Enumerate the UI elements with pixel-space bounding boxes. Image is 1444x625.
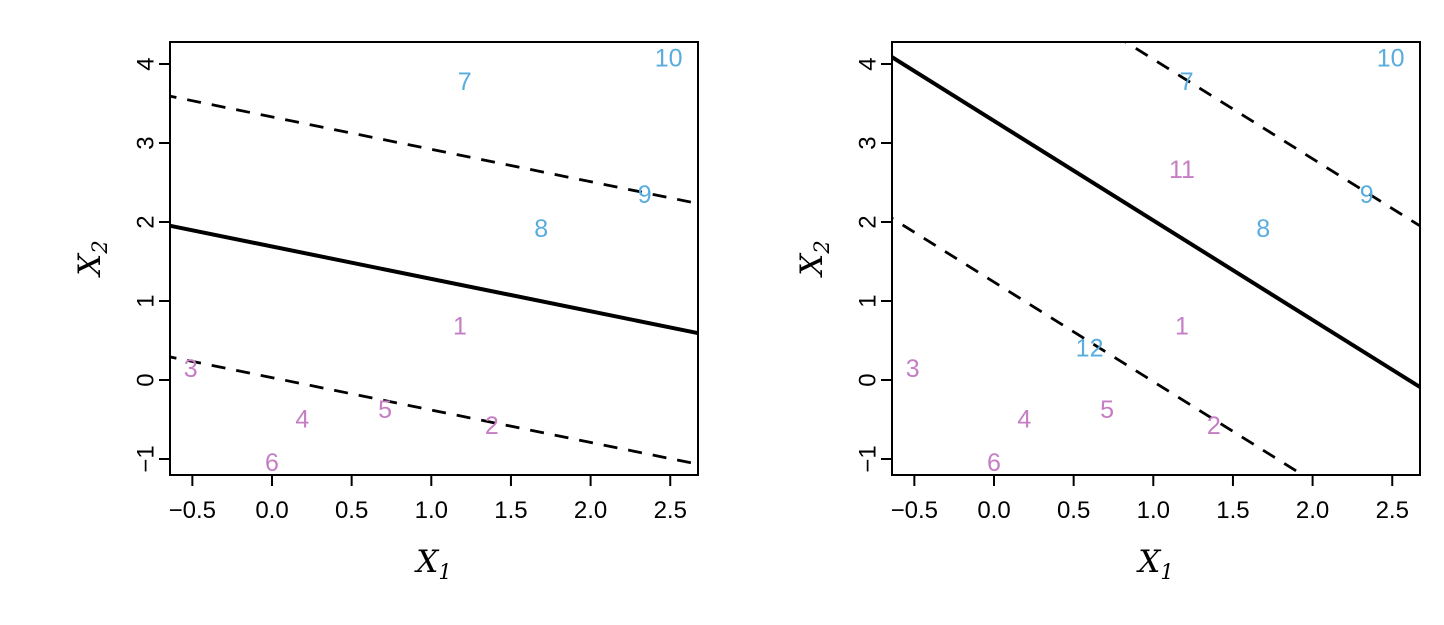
point-label-2: 2 (485, 412, 499, 440)
point-label-5: 5 (378, 396, 392, 424)
x-tick-label: 0.5 (1057, 497, 1090, 524)
right-panel: −0.5 0.0 0.5 1.0 1.5 2.0 2.5 −1 0 1 2 3 4 X1 X2 1 2 3 4 5 6 7… (722, 0, 1444, 620)
y-tick-label: 1 (133, 294, 160, 307)
decision-boundary-line (892, 54, 1420, 390)
point-label-3: 3 (906, 355, 920, 383)
point-label-1: 1 (453, 312, 467, 340)
point-label-2: 2 (1207, 412, 1221, 440)
x-tick-label: 2.5 (654, 497, 687, 524)
plot-box (891, 41, 1421, 476)
margin-upper-line (1123, 42, 1420, 228)
point-label-8: 8 (534, 215, 548, 243)
margin-lower-line (170, 355, 698, 466)
x-tick-label: 1.0 (415, 497, 448, 524)
y-tick-label: 3 (133, 136, 160, 149)
point-label-9: 9 (638, 181, 652, 209)
x-tick-label: −0.5 (891, 497, 938, 524)
point-label-6: 6 (987, 449, 1001, 477)
x-tick-label: 0.0 (977, 497, 1010, 524)
y-tick-label: 2 (855, 215, 882, 228)
point-label-10: 10 (1377, 44, 1405, 72)
margin-upper-line (170, 94, 698, 205)
x-tick-label: 2.0 (574, 497, 607, 524)
x-tick-label: 1.5 (494, 497, 527, 524)
y-tick-label: 3 (855, 136, 882, 149)
y-tick-label: 4 (133, 57, 160, 70)
plot-box (169, 41, 699, 476)
point-label-3: 3 (184, 355, 198, 383)
y-tick-label: 0 (855, 373, 882, 386)
x-tick-label: −0.5 (169, 497, 216, 524)
point-label-6: 6 (265, 449, 279, 477)
lines-layer (892, 42, 1420, 475)
x-axis-title: X1 (1136, 544, 1173, 584)
x-axis-title: X1 (414, 544, 451, 584)
x-tick-label: 1.5 (1216, 497, 1249, 524)
y-tick-label: 2 (133, 215, 160, 228)
point-label-4: 4 (1017, 406, 1031, 434)
x-tick-label: 2.0 (1296, 497, 1329, 524)
y-axis-title: X2 (72, 240, 112, 277)
point-label-1: 1 (1175, 312, 1189, 340)
y-tick-label: 1 (855, 294, 882, 307)
decision-boundary-line (170, 223, 698, 336)
lines-layer (170, 94, 698, 466)
point-label-9: 9 (1360, 181, 1374, 209)
y-tick-label: 4 (855, 57, 882, 70)
point-label-11: 11 (1169, 156, 1195, 184)
point-label-4: 4 (295, 406, 309, 434)
point-label-8: 8 (1256, 215, 1270, 243)
x-tick-label: 0.5 (335, 497, 368, 524)
left-panel: −0.5 0.0 0.5 1.0 1.5 2.0 2.5 −1 0 1 2 3 4 X1 X2 1 2 3 4 5 6 7… (0, 0, 722, 620)
point-label-7: 7 (1180, 68, 1194, 96)
left-plot: −0.5 0.0 0.5 1.0 1.5 2.0 2.5 −1 0 1 2 3 4 X1 X2 1 2 3 4 5 6 7… (72, 41, 699, 584)
point-label-12: 12 (1076, 334, 1104, 362)
point-label-5: 5 (1100, 396, 1114, 424)
point-label-10: 10 (655, 44, 683, 72)
y-axis-title: X2 (794, 240, 834, 277)
y-tick-label: 0 (133, 373, 160, 386)
y-tick-label: −1 (133, 445, 160, 472)
point-label-7: 7 (458, 68, 472, 96)
x-tick-label: 2.5 (1376, 497, 1409, 524)
x-tick-label: 0.0 (255, 497, 288, 524)
y-tick-label: −1 (855, 445, 882, 472)
x-tick-label: 1.0 (1137, 497, 1170, 524)
